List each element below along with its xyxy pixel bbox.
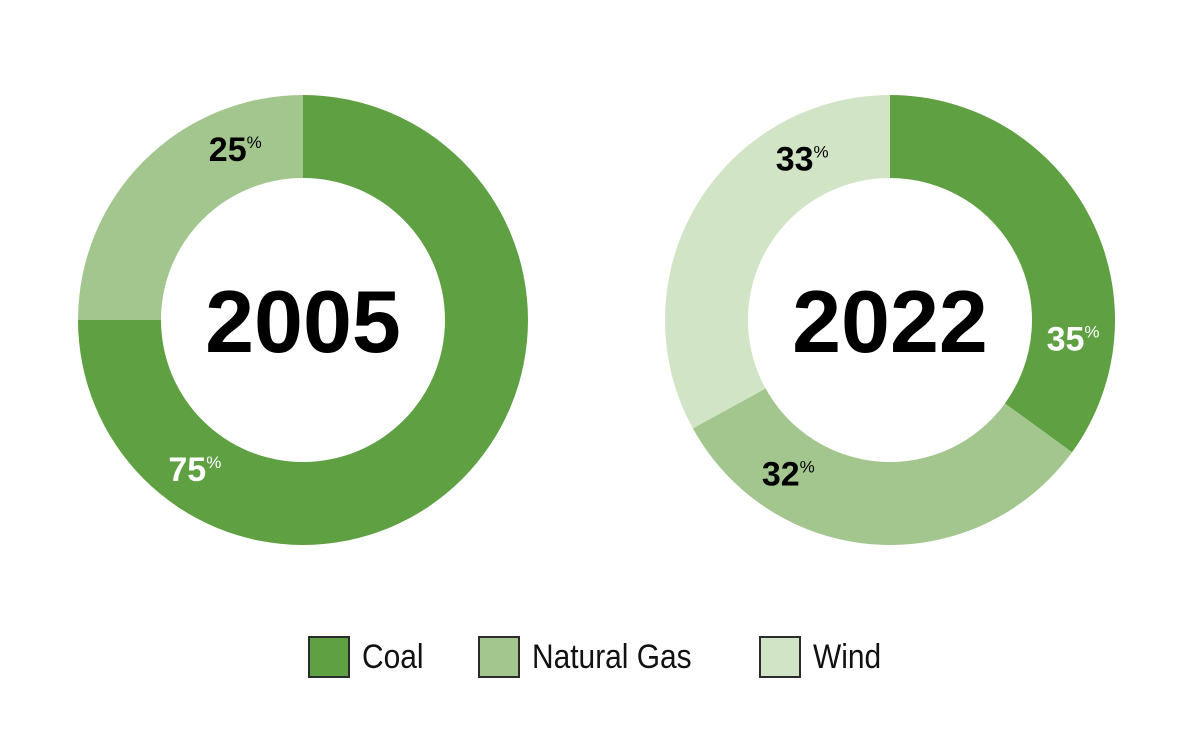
legend-swatch-natural-gas — [478, 636, 521, 678]
donut-title-2005: 2005 — [205, 272, 401, 371]
slice-2005-coal — [78, 95, 528, 545]
slice-2005-natural-gas — [78, 95, 303, 320]
data-label-2022-wind: 33% — [776, 140, 829, 178]
data-label-2022-natural-gas: 32% — [762, 455, 815, 493]
legend-swatch-coal — [308, 636, 351, 678]
slice-2022-natural-gas — [692, 388, 1073, 545]
legend-item-coal: Coal — [308, 636, 432, 678]
legend: Coal Natural Gas Wind — [0, 634, 1199, 680]
data-label-2022-coal: 35% — [1047, 320, 1100, 358]
slice-2022-coal — [890, 95, 1115, 453]
legend-item-natural-gas: Natural Gas — [478, 636, 713, 678]
donut-title-2022: 2022 — [792, 272, 988, 371]
legend-swatch-wind — [759, 636, 802, 678]
legend-label-wind: Wind — [813, 637, 882, 676]
legend-item-wind: Wind — [759, 636, 890, 678]
legend-label-coal: Coal — [362, 637, 424, 676]
donut-chart-2022: 35% 32% 33% 2022 — [665, 95, 1115, 545]
donut-chart-2005: 75% 25% 2005 — [78, 95, 528, 545]
donut-charts: 75% 25% 2005 35% 32% 33% 2022 — [78, 95, 1115, 545]
data-label-2005-natural-gas: 25% — [209, 131, 262, 169]
slice-2022-wind — [665, 95, 890, 429]
data-label-2005-coal: 75% — [168, 451, 221, 489]
legend-label-natural-gas: Natural Gas — [532, 637, 692, 676]
